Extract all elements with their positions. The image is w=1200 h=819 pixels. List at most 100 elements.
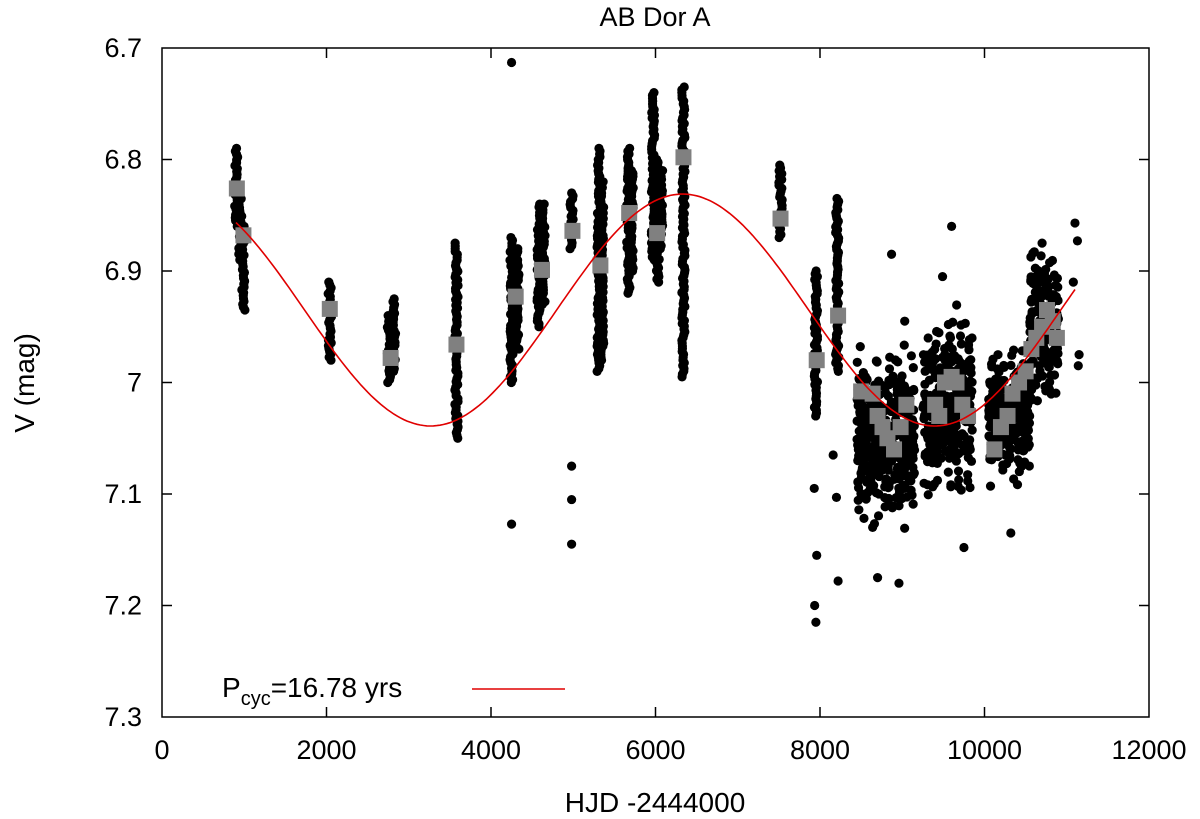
y-tick-label: 6.9 [104, 256, 142, 286]
observation-point [856, 488, 866, 499]
observation-point [881, 476, 891, 487]
observation-point [951, 456, 961, 466]
observation-point [852, 416, 862, 426]
observation-point [923, 490, 933, 500]
x-tick-label: 2000 [296, 735, 356, 765]
observation-point [506, 57, 517, 68]
observation-point [240, 305, 250, 315]
seasonal-mean-point [931, 407, 948, 424]
observation-point [677, 372, 687, 382]
seasonal-mean-point [382, 349, 399, 366]
observation-point [893, 462, 903, 472]
observation-point [908, 363, 918, 373]
observation-point [952, 300, 962, 310]
observation-point [964, 345, 974, 355]
observation-point [1026, 272, 1036, 282]
observation-point [812, 550, 822, 560]
seasonal-mean-point [321, 300, 338, 317]
x-tick-label: 6000 [625, 735, 685, 765]
observation-point [872, 573, 883, 583]
observation-point [1070, 218, 1080, 228]
observation-point [900, 523, 910, 533]
axis-ticks [162, 48, 1149, 717]
observation-point [833, 366, 843, 376]
observation-point [954, 475, 964, 485]
observation-point [964, 438, 974, 448]
observation-point [891, 493, 901, 503]
observation-point [920, 379, 930, 389]
observation-point [993, 350, 1003, 360]
observation-point [859, 513, 869, 523]
observation-point [852, 357, 862, 367]
observation-point [880, 388, 891, 398]
observation-point [567, 461, 577, 471]
observation-point [1053, 348, 1063, 359]
observation-point [909, 468, 919, 478]
seasonal-mean-point [830, 307, 847, 324]
seasonal-mean-point [649, 225, 666, 242]
observation-point [1014, 466, 1024, 477]
observation-point [932, 475, 943, 485]
seasonal-mean-point [986, 441, 1003, 458]
observation-point [931, 339, 941, 349]
seasonal-mean-point [1017, 363, 1034, 380]
observation-point [945, 333, 956, 343]
observation-point [1041, 264, 1051, 275]
observation-point [865, 445, 875, 455]
observation-point [506, 377, 516, 388]
observation-point [831, 492, 842, 502]
legend-label-rest: =16.78 yrs [271, 672, 403, 703]
y-tick-label: 6.8 [104, 145, 142, 175]
observation-point [1018, 424, 1028, 434]
observation-point [985, 481, 996, 491]
seasonal-mean-point [898, 396, 915, 413]
observation-point [862, 374, 872, 385]
seasonal-mean-point [507, 288, 524, 305]
observation-point [893, 357, 903, 367]
observation-point [938, 352, 948, 362]
observation-point [1008, 422, 1018, 432]
observation-point [1074, 350, 1084, 360]
observation-point [967, 425, 977, 435]
observation-point [954, 448, 964, 459]
observation-point [1046, 389, 1056, 399]
observation-point [944, 397, 954, 408]
observation-point [854, 505, 864, 515]
observation-point [900, 464, 910, 474]
observation-point [1019, 457, 1030, 467]
observation-point [858, 368, 868, 378]
observation-point [873, 444, 883, 454]
observation-point [959, 431, 969, 441]
y-tick-label: 7 [127, 368, 142, 398]
observation-point [565, 244, 575, 254]
seasonal-mean-point [592, 257, 609, 274]
seasonal-mean-point [675, 149, 692, 166]
observation-point [953, 481, 963, 492]
observation-point [962, 388, 973, 398]
observation-point [326, 355, 336, 365]
observation-point [966, 368, 976, 378]
legend-label: Pcyc=16.78 yrs [222, 672, 402, 710]
observation-point [1006, 444, 1016, 454]
observation-point [383, 377, 393, 388]
observation-point [534, 322, 544, 332]
observation-point [865, 470, 876, 480]
observation-point [874, 376, 884, 386]
observation-point [871, 488, 881, 498]
y-tick-label: 7.2 [104, 591, 142, 621]
observation-point [860, 427, 870, 437]
observation-point [928, 428, 938, 438]
seasonal-mean-point [228, 180, 245, 197]
seasonal-mean-point [886, 441, 903, 458]
observation-point [986, 410, 996, 421]
observation-point [883, 458, 894, 468]
seasonal-mean-points [228, 149, 1065, 458]
observation-point [869, 519, 880, 529]
seasonal-mean-point [533, 261, 550, 278]
observation-point [1053, 282, 1063, 292]
observation-point [988, 393, 998, 404]
observation-point [1037, 238, 1047, 248]
observation-point [956, 320, 966, 330]
legend: Pcyc=16.78 yrs [222, 672, 565, 710]
observation-point [895, 382, 905, 392]
